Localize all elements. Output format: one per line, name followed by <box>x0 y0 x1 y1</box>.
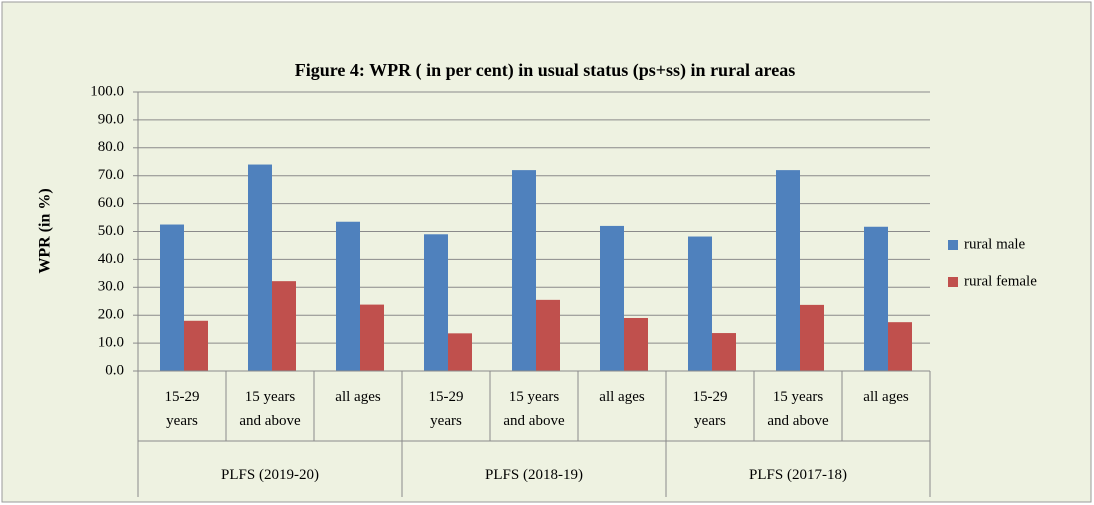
y-tick-label: 100.0 <box>90 83 124 99</box>
bar <box>360 304 384 371</box>
y-tick-label: 10.0 <box>98 335 124 351</box>
bar <box>600 225 624 371</box>
y-tick-label: 70.0 <box>98 167 124 183</box>
y-tick-label: 40.0 <box>98 251 124 267</box>
x-tick-label: 15-29 years <box>692 389 728 429</box>
x-tick-label: 15 years and above <box>503 389 565 429</box>
y-tick-label: 50.0 <box>98 223 124 239</box>
y-tick-label: 90.0 <box>98 111 124 127</box>
bar <box>248 164 272 371</box>
y-tick-label: 80.0 <box>98 139 124 155</box>
y-tick-label: 20.0 <box>98 307 124 323</box>
bar <box>272 281 296 371</box>
x-tick-label: all ages <box>599 389 645 405</box>
legend-label: rural female <box>964 273 1037 289</box>
group-label: PLFS (2017-18) <box>749 467 847 483</box>
legend-swatch <box>948 277 958 287</box>
bar <box>336 221 360 371</box>
bar <box>888 322 912 371</box>
bar <box>688 236 712 371</box>
y-tick-label: 60.0 <box>98 195 124 211</box>
x-tick-label: 15-29 years <box>164 389 200 429</box>
bar <box>712 333 736 371</box>
y-axis-label: WPR (in %) <box>37 188 54 273</box>
x-tick-label: all ages <box>335 389 381 405</box>
x-tick-label: 15 years and above <box>767 389 829 429</box>
y-tick-label: 30.0 <box>98 279 124 295</box>
x-tick-label: all ages <box>863 389 909 405</box>
legend-label: rural male <box>964 236 1026 252</box>
chart-title: Figure 4: WPR ( in per cent) in usual st… <box>295 60 795 81</box>
bar <box>512 170 536 371</box>
group-label: PLFS (2018-19) <box>485 467 583 483</box>
group-label: PLFS (2019-20) <box>221 467 319 483</box>
bar <box>424 234 448 371</box>
bar <box>864 226 888 371</box>
bar <box>624 317 648 371</box>
bar <box>800 304 824 371</box>
bar <box>776 170 800 371</box>
x-tick-label: 15-29 years <box>428 389 464 429</box>
bar <box>184 320 208 371</box>
bar <box>536 299 560 371</box>
bar <box>160 224 184 371</box>
x-tick-label: 15 years and above <box>239 389 301 429</box>
legend-swatch <box>948 240 958 250</box>
y-tick-label: 0.0 <box>105 362 124 378</box>
bar <box>448 333 472 371</box>
